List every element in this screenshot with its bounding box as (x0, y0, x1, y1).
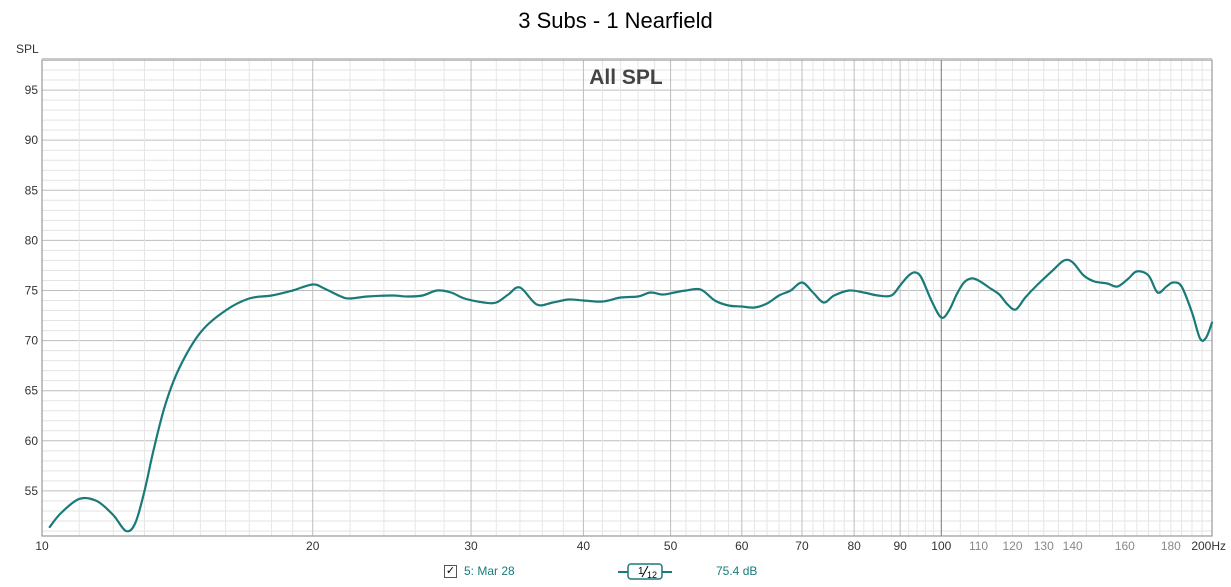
legend-series-name[interactable]: 5: Mar 28 (464, 564, 515, 578)
x-tick-label: 180 (1161, 539, 1181, 553)
x-tick-label: 130 (1034, 539, 1054, 553)
y-tick-label: 75 (25, 283, 39, 297)
x-tick-label: 30 (464, 539, 478, 553)
y-tick-label: 55 (25, 484, 39, 498)
x-tick-label: 200Hz (1191, 539, 1226, 553)
legend: ✓ 5: Mar 28 1 12 75.4 dB (0, 562, 1231, 584)
x-tick-label: 100 (931, 539, 951, 553)
legend-checkbox[interactable]: ✓ (444, 565, 457, 578)
x-tick-label: 80 (847, 539, 861, 553)
x-tick-label: 140 (1063, 539, 1083, 553)
series-line (48, 258, 1214, 533)
x-tick-label: 20 (306, 539, 320, 553)
x-tick-label: 60 (735, 539, 749, 553)
y-tick-label: 95 (25, 83, 39, 97)
smoothing-indicator-icon[interactable]: 1 12 (618, 562, 672, 582)
y-tick-label: 90 (25, 133, 39, 147)
chart-title: 3 Subs - 1 Nearfield (518, 8, 713, 33)
x-tick-label: 40 (577, 539, 591, 553)
axes: 55 60 65 70 75 80 85 90 95 10 20 30 40 50 60 70 80 90 100 1… (25, 58, 1226, 553)
x-tick-label: 110 (969, 539, 988, 553)
x-tick-label: 160 (1115, 539, 1135, 553)
x-tick-label: 50 (664, 539, 678, 553)
x-tick-label: 70 (795, 539, 809, 553)
y-tick-label: 60 (25, 434, 39, 448)
y-axis-label: SPL (16, 42, 39, 56)
y-tick-label: 80 (25, 233, 39, 247)
y-tick-label: 70 (25, 334, 39, 348)
x-tick-label: 90 (893, 539, 907, 553)
y-tick-label: 85 (25, 183, 39, 197)
legend-level-readout: 75.4 dB (716, 564, 758, 578)
x-tick-label: 10 (35, 539, 49, 553)
smoothing-numerator: 1 (638, 566, 644, 577)
series-layer (48, 258, 1214, 533)
x-tick-label: 120 (1002, 539, 1022, 553)
chart-annotation: All SPL (589, 66, 663, 89)
smoothing-denominator: 12 (647, 570, 657, 580)
y-tick-label: 65 (25, 384, 39, 398)
